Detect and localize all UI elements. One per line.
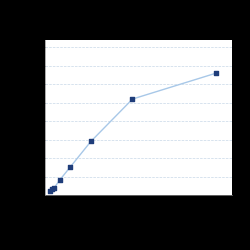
Point bbox=[130, 97, 134, 101]
Point bbox=[52, 186, 56, 190]
Point bbox=[48, 189, 52, 193]
Point bbox=[58, 178, 62, 182]
Point bbox=[214, 71, 218, 75]
Point bbox=[89, 140, 93, 143]
Point bbox=[50, 188, 54, 192]
Y-axis label: OD: OD bbox=[23, 112, 28, 122]
X-axis label: Human NFRKB
Concentration (ng/ml): Human NFRKB Concentration (ng/ml) bbox=[104, 207, 174, 218]
Point bbox=[68, 165, 72, 169]
